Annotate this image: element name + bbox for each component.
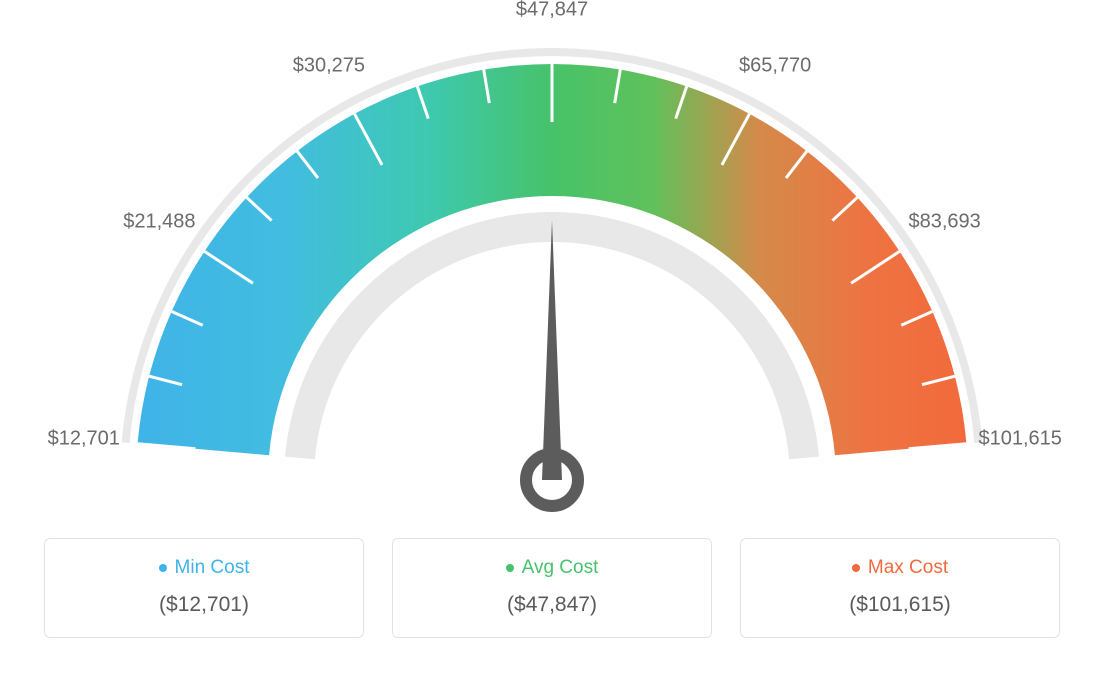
legend-value: ($12,701) <box>55 593 353 617</box>
gauge-tick-label: $101,615 <box>978 428 1061 451</box>
chart-container: $12,701 $21,488 $30,275 $47,847 $65,770 $83,6… <box>0 0 1104 690</box>
legend-title-text: Avg Cost <box>522 557 599 579</box>
legend-dot-icon <box>852 564 860 572</box>
legend-value: ($101,615) <box>751 593 1049 617</box>
gauge-tick-label: $65,770 <box>739 55 811 78</box>
gauge-tick-label: $83,693 <box>908 210 980 233</box>
legend-row: Min Cost ($12,701) Avg Cost ($47,847) Max Co… <box>0 538 1104 638</box>
legend-title-text: Min Cost <box>175 557 250 579</box>
legend-title: Max Cost <box>852 557 948 579</box>
legend-dot-icon <box>506 564 514 572</box>
gauge-needle <box>542 220 562 480</box>
gauge-tick-label: $12,701 <box>48 428 120 451</box>
legend-title: Avg Cost <box>506 557 599 579</box>
legend-title-text: Max Cost <box>868 557 948 579</box>
legend-card: Max Cost ($101,615) <box>740 538 1060 638</box>
gauge-svg <box>0 0 1104 530</box>
legend-card: Avg Cost ($47,847) <box>392 538 712 638</box>
gauge-area: $12,701 $21,488 $30,275 $47,847 $65,770 $83,6… <box>0 0 1104 530</box>
gauge-tick-label: $30,275 <box>293 55 365 78</box>
legend-value: ($47,847) <box>403 593 701 617</box>
legend-title: Min Cost <box>159 557 250 579</box>
gauge-tick-label: $47,847 <box>516 0 588 22</box>
legend-dot-icon <box>159 564 167 572</box>
legend-card: Min Cost ($12,701) <box>44 538 364 638</box>
gauge-tick-label: $21,488 <box>123 210 195 233</box>
